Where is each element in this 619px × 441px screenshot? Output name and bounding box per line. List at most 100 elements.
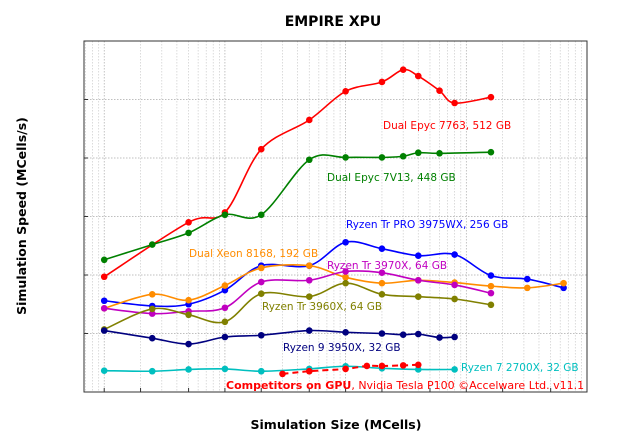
data-point <box>148 367 156 375</box>
chart-title: EMPIRE XPU <box>285 14 382 30</box>
data-point <box>451 333 458 341</box>
data-point <box>342 279 349 287</box>
data-point <box>279 370 286 378</box>
series-label: Ryzen 7 2700X, 32 GB <box>461 362 579 374</box>
data-point <box>100 327 108 334</box>
data-point <box>221 333 229 341</box>
data-point <box>148 291 156 298</box>
data-point <box>523 284 531 292</box>
data-point <box>221 282 229 289</box>
data-point <box>100 297 108 305</box>
data-point <box>148 310 156 317</box>
series-group <box>100 66 567 378</box>
data-point <box>342 274 349 281</box>
data-point <box>148 241 156 248</box>
data-point <box>342 154 349 161</box>
gpu-annotation: Competitors on GPU, Nvidia Tesla P100 ©A… <box>226 379 584 392</box>
data-point <box>185 219 192 226</box>
data-point <box>399 66 407 73</box>
data-point <box>378 154 386 161</box>
data-point <box>378 279 386 287</box>
series-label: Ryzen Tr 3960X, 64 GB <box>262 301 382 313</box>
data-point <box>414 293 422 300</box>
data-point <box>257 211 265 219</box>
data-point <box>257 290 265 298</box>
data-point <box>305 116 313 124</box>
data-point <box>100 256 108 264</box>
data-point <box>451 295 458 303</box>
series-1 <box>100 148 495 264</box>
data-point <box>487 282 495 290</box>
data-point <box>342 238 349 246</box>
data-point <box>342 268 349 275</box>
gpu-annotation-bold: Competitors on GPU <box>226 379 351 392</box>
data-point <box>436 150 443 157</box>
data-point <box>560 279 567 287</box>
data-point <box>414 252 422 259</box>
series-label: Ryzen 9 3950X, 32 GB <box>283 342 401 354</box>
data-point <box>378 330 386 337</box>
data-point <box>342 365 349 373</box>
data-point <box>100 273 108 281</box>
gpu-annotation-rest: , Nvidia Tesla P100 ©Accelware Ltd. v11.… <box>351 379 584 392</box>
series-label: Dual Epyc 7763, 512 GB <box>383 120 511 132</box>
data-point <box>451 281 458 289</box>
series-label: Dual Epyc 7V13, 448 GB <box>327 172 456 184</box>
series-0 <box>100 66 495 281</box>
series-line <box>104 365 455 373</box>
data-point <box>305 276 313 284</box>
data-point <box>185 229 192 237</box>
data-point <box>451 366 458 373</box>
data-point <box>257 264 265 272</box>
data-point <box>414 72 422 80</box>
data-point <box>451 251 458 258</box>
data-point <box>257 331 265 339</box>
data-point <box>399 362 407 369</box>
data-point <box>378 291 386 298</box>
data-point <box>414 149 422 157</box>
data-point <box>436 87 443 95</box>
data-point <box>148 334 156 342</box>
data-point <box>342 329 349 336</box>
data-point <box>148 305 156 313</box>
series-labels: Dual Epyc 7763, 512 GB Dual Epyc 7V13, 44… <box>189 120 579 374</box>
data-point <box>451 99 458 107</box>
data-point <box>378 245 386 252</box>
data-point <box>305 262 313 269</box>
data-point <box>487 148 495 156</box>
data-point <box>305 367 313 375</box>
data-point <box>221 211 229 219</box>
data-point <box>305 156 313 164</box>
data-point <box>487 301 495 309</box>
data-point <box>487 272 495 279</box>
data-point <box>378 269 386 276</box>
series-label: Ryzen Tr PRO 3975WX, 256 GB <box>346 219 508 231</box>
series-2 <box>100 238 567 310</box>
data-point <box>185 296 192 304</box>
axes <box>83 40 588 393</box>
x-axis-label: Simulation Size (MCells) <box>251 417 422 432</box>
data-point <box>378 78 386 86</box>
data-point <box>523 275 531 283</box>
data-point <box>399 331 407 338</box>
data-point <box>185 366 192 373</box>
data-point <box>487 93 495 101</box>
data-point <box>414 330 422 338</box>
series-6 <box>100 327 458 348</box>
data-point <box>378 362 386 370</box>
data-point <box>221 365 229 373</box>
data-point <box>221 304 229 312</box>
data-point <box>185 340 192 348</box>
series-8 <box>279 361 422 378</box>
data-point <box>257 145 265 153</box>
data-point <box>560 284 567 292</box>
data-point <box>414 361 422 369</box>
data-point <box>363 362 371 370</box>
series-label: Ryzen Tr 3970X, 64 GB <box>327 260 447 272</box>
data-point <box>342 88 349 95</box>
data-point <box>221 318 229 326</box>
data-point <box>257 367 265 375</box>
data-point <box>414 276 422 284</box>
data-point <box>436 334 443 341</box>
